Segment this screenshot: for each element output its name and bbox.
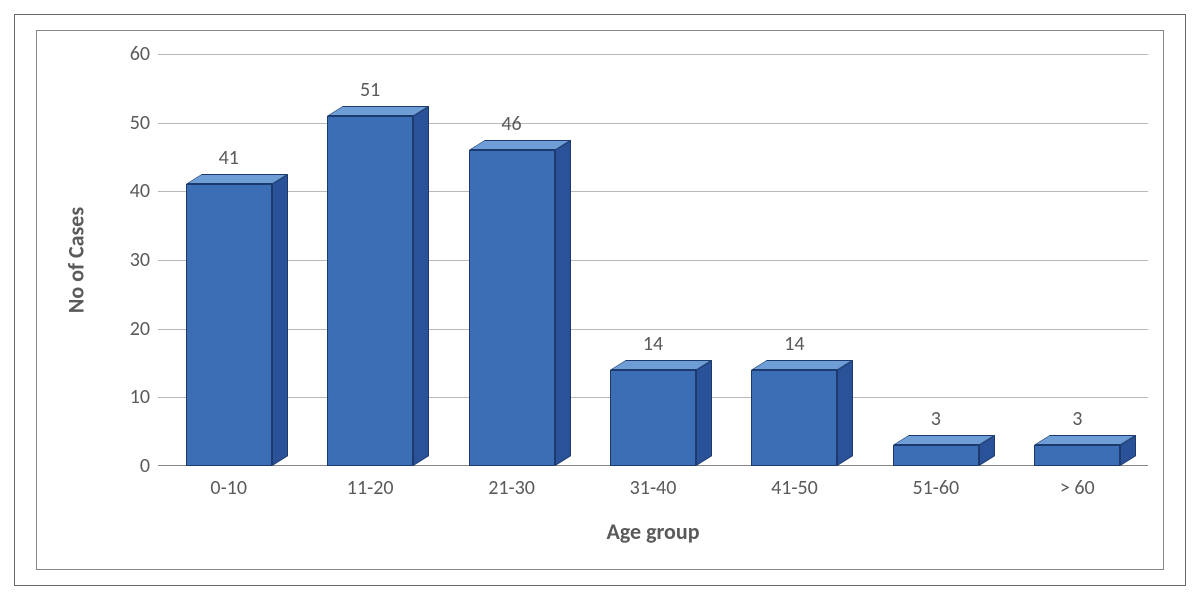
- bar-side: [555, 140, 571, 466]
- bar-top: [186, 174, 288, 184]
- bar-face: [610, 370, 696, 466]
- y-tick-label: 60: [0, 42, 150, 66]
- bar-value-label: 3: [1034, 407, 1120, 431]
- bar-value-label: 51: [327, 78, 413, 102]
- x-tick-label: 51-60: [913, 476, 960, 500]
- bar-value-label: 14: [751, 332, 837, 356]
- x-tick-label: > 60: [1060, 476, 1095, 500]
- bar-face: [1034, 445, 1120, 466]
- bar-face: [893, 445, 979, 466]
- bar-top: [893, 435, 995, 445]
- x-axis-title: Age group: [158, 518, 1148, 545]
- y-tick-label: 0: [0, 454, 150, 478]
- y-tick-label: 10: [0, 385, 150, 409]
- bar-side: [413, 106, 429, 466]
- y-tick-label: 40: [0, 179, 150, 203]
- x-tick-label: 41-50: [771, 476, 818, 500]
- bar-top: [469, 140, 571, 150]
- x-tick-label: 21-30: [488, 476, 535, 500]
- bar-side: [837, 360, 853, 466]
- gridline: [158, 329, 1148, 330]
- y-tick-label: 50: [0, 111, 150, 135]
- bar-top: [751, 360, 853, 370]
- x-tick-label: 0-10: [210, 476, 247, 500]
- bar: 3: [1034, 445, 1120, 466]
- bar-top: [1034, 435, 1136, 445]
- bar-side: [272, 174, 288, 466]
- bar: 3: [893, 445, 979, 466]
- gridline: [158, 54, 1148, 55]
- bar: 14: [610, 370, 696, 466]
- bar-value-label: 46: [469, 112, 555, 136]
- y-axis-title: No of Cases: [63, 207, 90, 313]
- x-tick-label: 31-40: [630, 476, 677, 500]
- bar-value-label: 3: [893, 407, 979, 431]
- bar-face: [469, 150, 555, 466]
- bar-face: [751, 370, 837, 466]
- bar-value-label: 14: [610, 332, 696, 356]
- gridline: [158, 260, 1148, 261]
- bar-face: [327, 116, 413, 466]
- plot-area: 415146141433: [158, 54, 1148, 466]
- bar-face: [186, 184, 272, 466]
- y-tick-label: 20: [0, 317, 150, 341]
- x-tick-label: 11-20: [347, 476, 394, 500]
- bar-top: [327, 106, 429, 116]
- bar-value-label: 41: [186, 146, 272, 170]
- bar-side: [696, 360, 712, 466]
- bar-top: [610, 360, 712, 370]
- bar: 14: [751, 370, 837, 466]
- gridline: [158, 191, 1148, 192]
- bar: 46: [469, 150, 555, 466]
- gridline: [158, 123, 1148, 124]
- bar: 41: [186, 184, 272, 466]
- bar: 51: [327, 116, 413, 466]
